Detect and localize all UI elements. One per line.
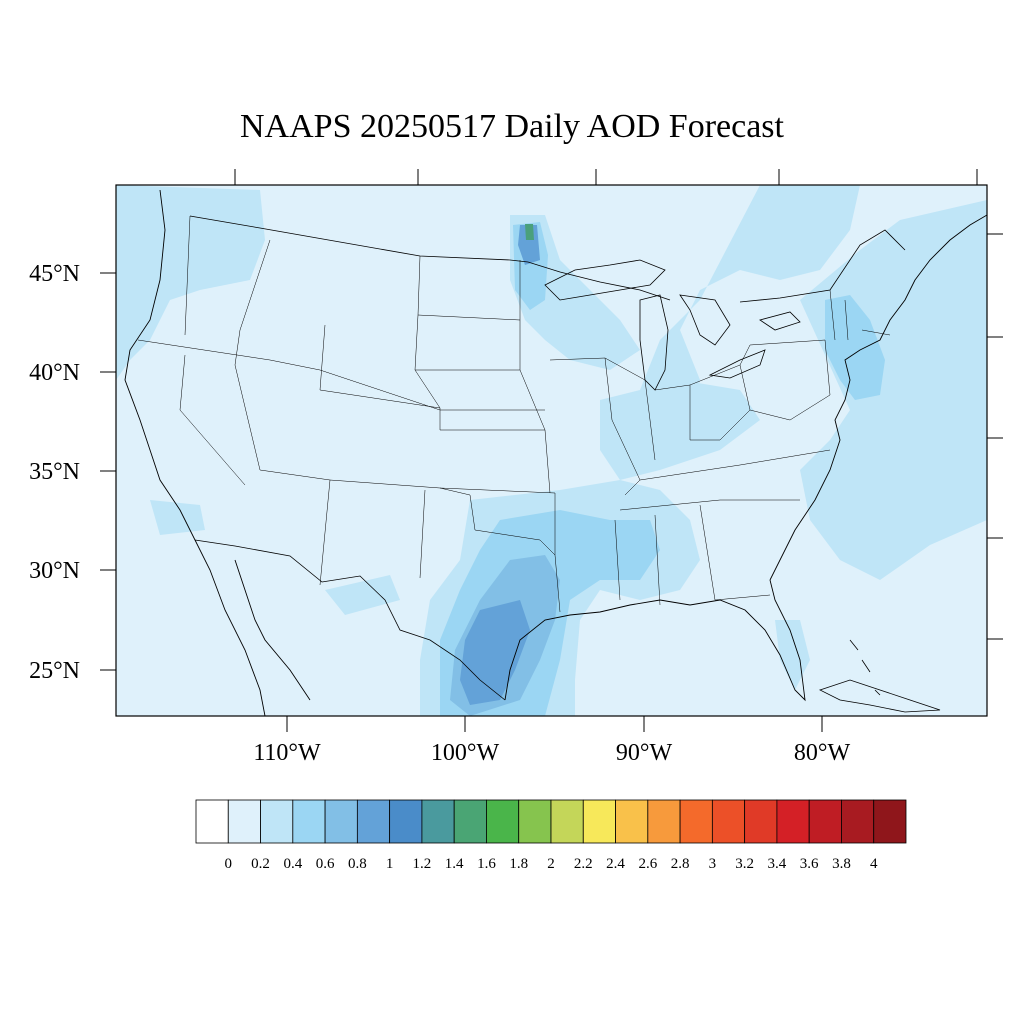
- colorbar-swatch: [711, 799, 746, 844]
- colorbar-swatch: [486, 799, 520, 844]
- aod-plume-mid-atlantic: [825, 295, 885, 400]
- colorbar-tick-label: 3.6: [800, 856, 819, 872]
- colorbar-swatch: [615, 799, 649, 844]
- colorbar-tick-label: 2: [547, 856, 555, 872]
- colorbar-tick-label: 2.2: [574, 856, 593, 872]
- map-panel[interactable]: 45°N 40°N 35°N 30°N 25°N 110°W 100°W 90°…: [29, 169, 1003, 766]
- lake-superior: [544, 259, 666, 301]
- colorbar-swatch: [744, 799, 778, 844]
- colorbar-swatch: [389, 799, 423, 844]
- colorbar-swatch: [841, 799, 875, 844]
- lat-label-35n: 35°N: [29, 459, 80, 485]
- colorbar-swatch: [808, 799, 842, 844]
- colorbar-tick-label: 2.6: [638, 856, 657, 872]
- lon-label-90w: 90°W: [616, 740, 673, 766]
- aod-plume-baja: [150, 500, 205, 535]
- colorbar-tick-label: 2.8: [671, 856, 690, 872]
- map-boundaries: [124, 189, 987, 716]
- colorbar-tick-label: 2.4: [606, 856, 625, 872]
- colorbar-swatch: [324, 799, 358, 844]
- lat-label-30n: 30°N: [29, 558, 80, 584]
- lon-label-100w: 100°W: [431, 740, 500, 766]
- lon-label-80w: 80°W: [794, 740, 851, 766]
- aod-plume-northwest: [116, 185, 265, 380]
- lake-erie: [708, 349, 766, 379]
- colorbar-swatch: [453, 799, 487, 844]
- colorbar-swatch: [647, 799, 681, 844]
- lake-huron: [679, 294, 731, 346]
- lat-label-25n: 25°N: [29, 658, 80, 684]
- state-borders: [137, 215, 891, 613]
- colorbar-tick-label: 0.6: [316, 856, 335, 872]
- west-coast-coastline: [124, 189, 266, 716]
- lon-label-110w: 110°W: [253, 740, 321, 766]
- longitude-labels: 110°W 100°W 90°W 80°W: [253, 740, 850, 766]
- lat-label-40n: 40°N: [29, 360, 80, 386]
- colorbar-swatch: [195, 799, 229, 844]
- colorbar-swatch: [873, 799, 907, 844]
- colorbar-tick-label: 3: [709, 856, 717, 872]
- aod-plume-atlantic: [800, 200, 987, 580]
- aod-plume-minnesota-max: [525, 224, 534, 240]
- colorbar-tick-label: 3.8: [832, 856, 851, 872]
- lake-ontario: [759, 311, 801, 331]
- colorbar-swatch: [518, 799, 552, 844]
- colorbar-tick-label: 4: [870, 856, 878, 872]
- colorbar-tick-label: 1.4: [445, 856, 464, 872]
- baja-coastline: [234, 559, 311, 701]
- colorbar-swatch: [582, 799, 616, 844]
- colorbar-tick-label: 1.6: [477, 856, 496, 872]
- colorbar-swatch: [292, 799, 326, 844]
- colorbar-tick-label: 1.2: [413, 856, 432, 872]
- lat-label-45n: 45°N: [29, 261, 80, 287]
- colorbar-swatch: [550, 799, 584, 844]
- colorbar-tick-label: 3.2: [735, 856, 754, 872]
- colorbar-swatch: [227, 799, 261, 844]
- colorbar-swatch: [356, 799, 391, 844]
- colorbar-tick-label: 3.4: [768, 856, 787, 872]
- colorbar-tick-label: 1.8: [509, 856, 528, 872]
- latitude-labels: 45°N 40°N 35°N 30°N 25°N: [29, 261, 80, 684]
- cuba-coastline: [818, 679, 941, 713]
- colorbar-swatch: [421, 799, 455, 844]
- lake-michigan: [639, 294, 669, 391]
- us-canada-border: [189, 215, 906, 303]
- aod-plume-northeast-inland: [640, 185, 860, 430]
- colorbar-tick-label: 0.2: [251, 856, 270, 872]
- colorbar-swatch: [260, 799, 294, 844]
- colorbar-tick-label: 0.4: [283, 856, 302, 872]
- plot-title: NAAPS 20250517 Daily AOD Forecast: [240, 108, 784, 145]
- us-mexico-border: [194, 539, 506, 701]
- colorbar-tick-label: 0.8: [348, 856, 367, 872]
- east-coastline: [769, 214, 987, 581]
- aod-field: [116, 185, 987, 716]
- gulf-coastline: [504, 579, 806, 702]
- aod-plume-minnesota-peak: [518, 225, 540, 265]
- axis-ticks: [100, 169, 1003, 732]
- colorbar: 0 0.2 0.4 0.6 0.8 1 1.2 1.4 1.6 1.8 2 2.2 2.4 2.6 2.8 3…: [195, 799, 907, 872]
- colorbar-swatch: [776, 799, 810, 844]
- aod-plume-texas-peak: [460, 600, 530, 705]
- bahamas: [849, 639, 881, 696]
- colorbar-tick-label: 1: [386, 856, 394, 872]
- colorbar-tick-label: 0: [225, 856, 233, 872]
- map-frame: [115, 184, 988, 717]
- colorbar-swatch: [679, 799, 713, 844]
- aod-plume-ohio-valley: [600, 380, 760, 480]
- aod-plume-new-mexico: [325, 575, 400, 615]
